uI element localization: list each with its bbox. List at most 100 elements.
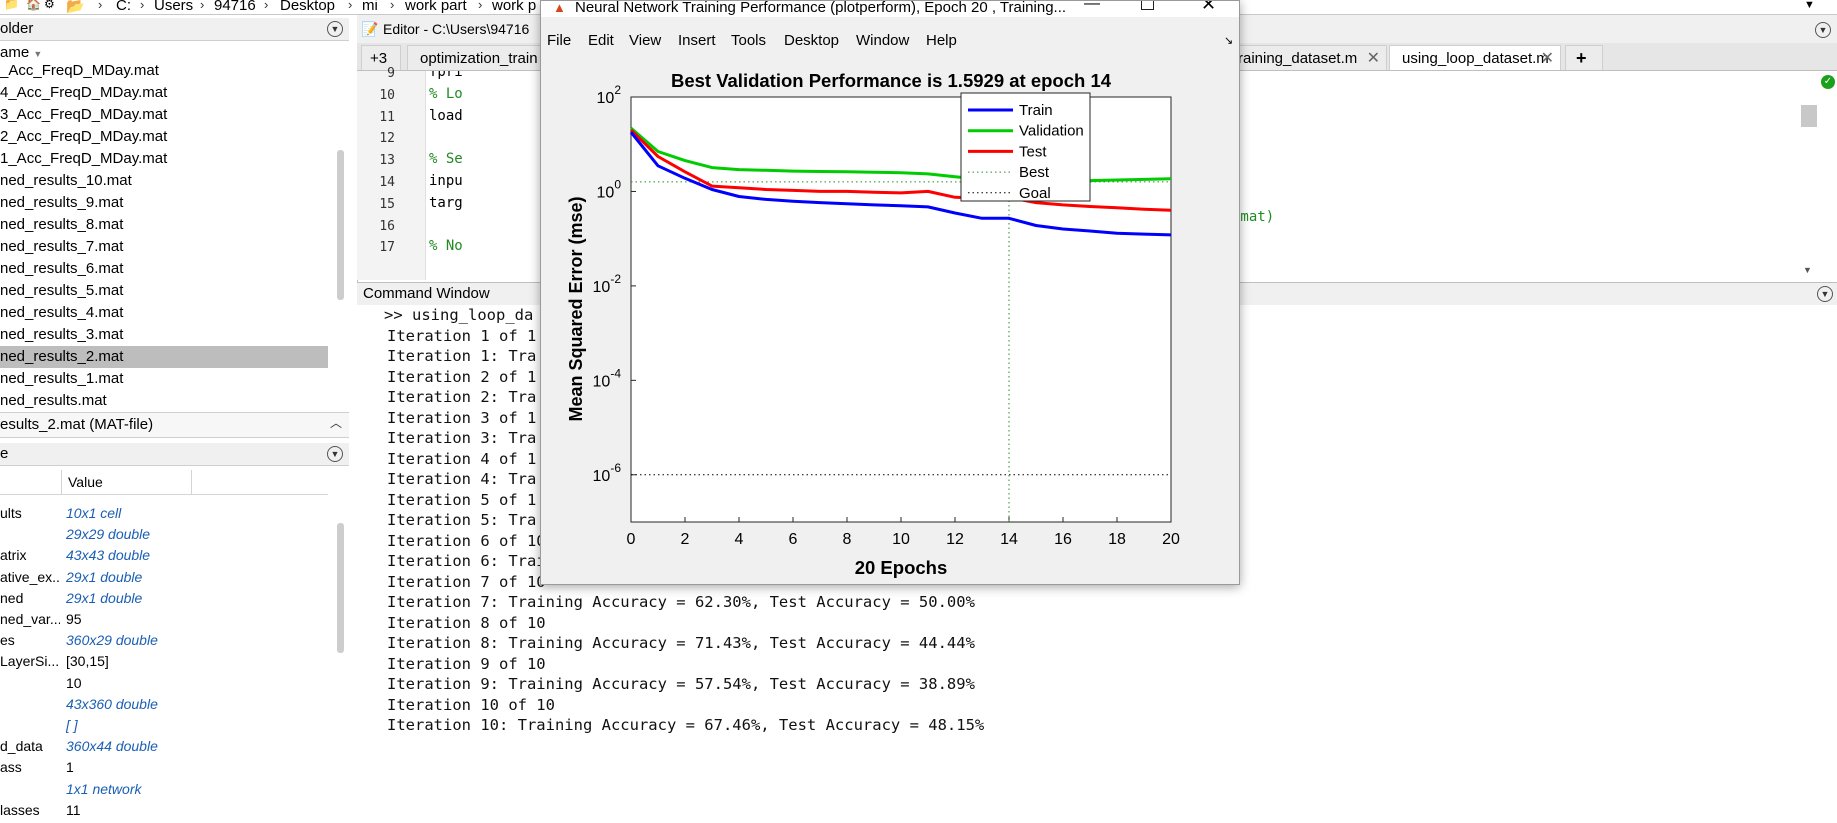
close-icon[interactable]: ✕ xyxy=(1540,50,1554,67)
breadcrumb-item[interactable]: Desktop xyxy=(280,0,336,14)
file-list-item[interactable]: 3_Acc_FreqD_MDay.mat xyxy=(0,106,168,123)
figure-title: Neural Network Training Performance (plo… xyxy=(575,1,1067,16)
workspace-row[interactable]: [ ] xyxy=(0,715,328,736)
menu-desktop[interactable]: Desktop xyxy=(784,32,840,49)
command-output-line: Iteration 7: Training Accuracy = 62.30%,… xyxy=(387,593,975,611)
minimize-icon[interactable]: — xyxy=(1084,1,1100,12)
workspace-row[interactable]: 29x29 double xyxy=(0,524,328,545)
file-list-item[interactable]: ned_results_8.mat xyxy=(0,216,124,233)
workspace-row[interactable]: d_data 360x44 double xyxy=(0,736,328,757)
panel-menu-icon[interactable]: ▼ xyxy=(1817,286,1833,302)
matlab-logo-icon: ▲ xyxy=(553,1,566,15)
line-number: 13 xyxy=(379,153,395,169)
variable-value[interactable]: 43x43 double xyxy=(66,547,151,564)
breadcrumb-item[interactable]: mi xyxy=(362,0,378,14)
workspace-row[interactable]: lasses 11 xyxy=(0,800,328,821)
workspace-row[interactable]: atrix 43x43 double xyxy=(0,545,328,566)
figure-title-bar[interactable]: ▲ Neural Network Training Performance (p… xyxy=(541,1,1239,17)
file-list-scrollbar[interactable] xyxy=(337,150,344,300)
workspace-row[interactable]: ults 10x1 cell xyxy=(0,503,328,524)
file-list-item[interactable]: _Acc_FreqD_MDay.mat xyxy=(0,63,159,79)
column-divider xyxy=(191,470,192,494)
menu-window[interactable]: Window xyxy=(856,32,910,49)
variable-name: ults xyxy=(0,505,22,521)
x-tick-label: 12 xyxy=(946,531,964,548)
file-list-item[interactable]: ned_results_7.mat xyxy=(0,238,124,255)
network-icon[interactable]: ⚙ xyxy=(44,0,55,11)
workspace-value-col[interactable]: Value xyxy=(68,474,103,490)
variable-value[interactable]: 10x1 cell xyxy=(66,505,122,521)
breadcrumb-item[interactable]: 94716 xyxy=(214,0,256,14)
workspace-row[interactable]: ned_var... 95 xyxy=(0,609,328,630)
tab-training-dataset[interactable]: raining_dataset.m ✕ xyxy=(1229,45,1387,70)
command-output-line: Iteration 8 of 10 xyxy=(387,613,546,632)
workspace-row[interactable]: ned 29x1 double xyxy=(0,588,328,609)
tab-using-loop-dataset[interactable]: using_loop_dataset.m ✕ xyxy=(1389,45,1561,70)
tab-optimization-train[interactable]: optimization_train xyxy=(407,45,542,70)
file-list-item[interactable]: 2_Acc_FreqD_MDay.mat xyxy=(0,128,168,145)
file-list-item[interactable]: ned_results.mat xyxy=(0,392,107,409)
workspace-row[interactable]: ative_ex... 29x1 double xyxy=(0,567,328,588)
command-output-line: Iteration 10: Training Accuracy = 67.46%… xyxy=(387,716,985,734)
file-list-item[interactable]: ned_results_9.mat xyxy=(0,194,124,211)
command-output-line: Iteration 2: Tra xyxy=(387,388,537,406)
maximize-icon[interactable] xyxy=(1141,1,1154,10)
workspace-row[interactable]: 10 xyxy=(0,673,328,694)
add-tab-button[interactable]: + xyxy=(1565,45,1603,70)
workspace-row[interactable]: 43x360 double xyxy=(0,694,328,715)
scroll-down-icon[interactable]: ▼ xyxy=(1803,265,1812,275)
variable-value[interactable]: 1x1 network xyxy=(66,780,142,797)
x-tick-label: 14 xyxy=(1000,531,1018,548)
variable-value[interactable]: 29x1 double xyxy=(66,568,143,585)
folder-column-header[interactable]: ame ▼ xyxy=(0,43,328,63)
panel-menu-icon[interactable]: ▼ xyxy=(327,446,343,462)
menu-view[interactable]: View xyxy=(629,32,662,49)
file-list-item[interactable]: ned_results_4.mat xyxy=(0,304,124,321)
variable-value[interactable]: 360x44 double xyxy=(66,738,158,755)
code-area[interactable]: fpri % Lo load % Se inpu targ % No xyxy=(425,71,1815,280)
close-icon[interactable]: ✕ xyxy=(1366,50,1380,67)
menu-help[interactable]: Help xyxy=(926,32,957,49)
file-list-item[interactable]: ned_results_1.mat xyxy=(0,370,124,387)
workspace-row[interactable]: ass 1 xyxy=(0,757,328,778)
editor-scrollbar[interactable] xyxy=(1801,105,1817,127)
panel-menu-icon[interactable]: ▼ xyxy=(327,21,343,37)
menu-edit[interactable]: Edit xyxy=(588,32,614,49)
panel-menu-icon[interactable]: ▼ xyxy=(1815,22,1831,38)
file-list-item[interactable]: ned_results_10.mat xyxy=(0,172,132,189)
chevron-up-icon[interactable]: ︿ xyxy=(329,416,342,430)
menu-tools[interactable]: Tools xyxy=(731,32,767,49)
variable-value[interactable]: 360x29 double xyxy=(66,632,158,649)
file-list-item[interactable]: ned_results_2.mat xyxy=(0,346,328,368)
series-line-test xyxy=(629,128,1172,212)
command-window-title: Command Window xyxy=(363,285,490,302)
breadcrumb-item[interactable]: C: xyxy=(116,0,131,14)
breadcrumb-item[interactable]: work part xyxy=(405,0,467,14)
variable-value[interactable]: [ ] xyxy=(66,717,78,733)
figure-window[interactable]: ▲ Neural Network Training Performance (p… xyxy=(540,0,1240,585)
tab-overflow-label: +3 xyxy=(370,50,388,67)
tab-overflow[interactable]: +3 xyxy=(361,45,401,70)
file-list-item[interactable]: 1_Acc_FreqD_MDay.mat xyxy=(0,150,168,167)
workspace-row[interactable]: 1x1 network xyxy=(0,779,328,800)
breadcrumb-item[interactable]: work p xyxy=(492,0,537,14)
file-list-item[interactable]: ned_results_3.mat xyxy=(0,326,124,343)
x-tick-label: 10 xyxy=(892,531,910,548)
variable-value[interactable]: 29x29 double xyxy=(66,526,151,543)
menu-insert[interactable]: Insert xyxy=(678,32,716,49)
chevron-down-icon[interactable]: ▼ xyxy=(1804,0,1815,11)
breadcrumb-item[interactable]: Users xyxy=(154,0,194,14)
home-icon[interactable]: 🏠 xyxy=(26,0,41,11)
file-list-item[interactable]: 4_Acc_FreqD_MDay.mat xyxy=(0,84,168,101)
menu-file[interactable]: File xyxy=(547,32,572,49)
variable-value[interactable]: 43x360 double xyxy=(66,695,158,712)
workspace-row[interactable]: LayerSi... [30,15] xyxy=(0,651,328,672)
close-icon[interactable]: ✕ xyxy=(1201,1,1217,14)
workspace-scrollbar[interactable] xyxy=(337,523,344,653)
workspace-row[interactable]: es 360x29 double xyxy=(0,630,328,651)
dock-arrow-icon[interactable]: ↘ xyxy=(1224,35,1234,47)
y-tick-exponent: 0 xyxy=(614,177,621,191)
file-list-item[interactable]: ned_results_6.mat xyxy=(0,260,124,277)
variable-value[interactable]: 29x1 double xyxy=(66,589,143,606)
file-list-item[interactable]: ned_results_5.mat xyxy=(0,282,124,299)
